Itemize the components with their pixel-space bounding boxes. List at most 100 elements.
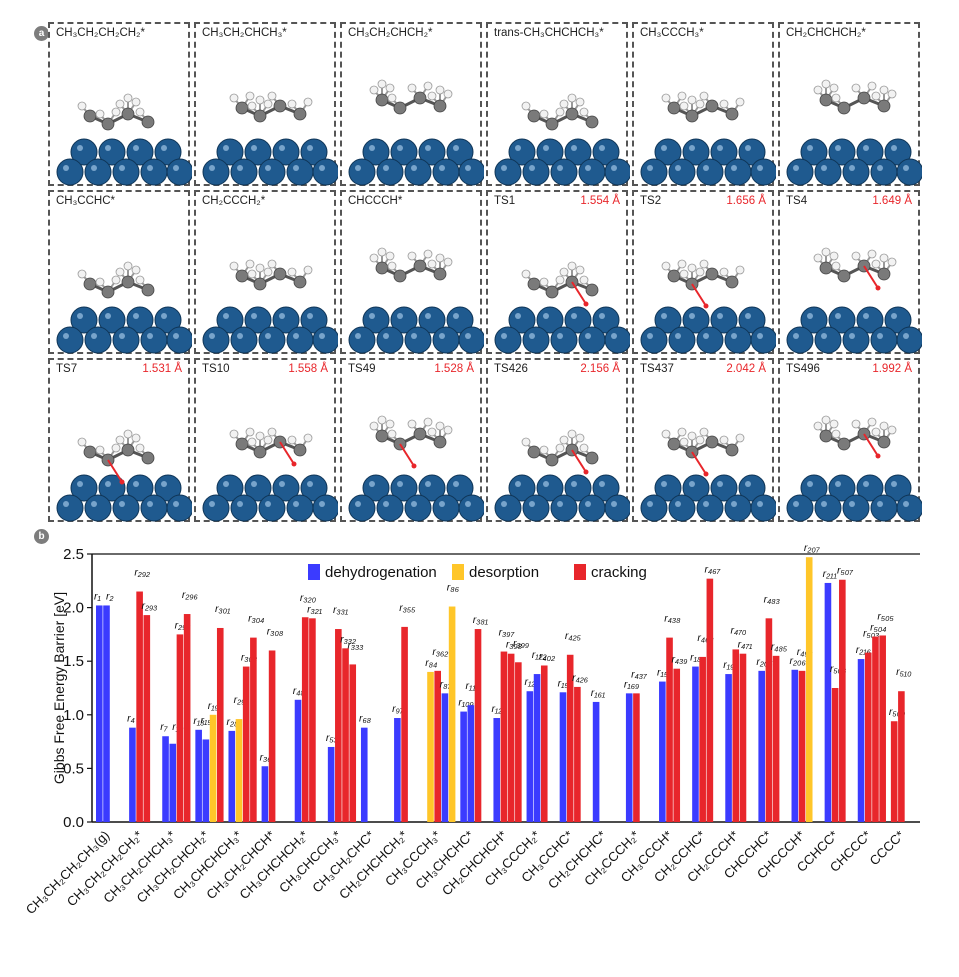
c-atom [857,91,871,105]
c-atom [273,99,287,113]
structure-label: CH₃CH₂CHCH₃* [202,27,287,39]
bar-cracking [268,650,276,822]
pt-atom-highlight [689,313,695,319]
c-atom [725,443,739,457]
reaction-label: r₁₆₁ [591,687,606,699]
bar-cracking [349,664,357,822]
pt-atom [362,306,390,334]
pt-atom [896,158,922,186]
pt-atom [154,306,182,334]
h-atom [123,261,133,271]
h-atom [695,435,705,445]
pt-atom-highlight [585,333,591,339]
pt-atom-highlight [411,501,417,507]
bar-cracking [872,636,879,822]
structure-cell: TS496 1.992 Å [778,358,922,522]
bar-dehydrogenation [692,666,699,822]
pt-atom [640,158,668,186]
pt-atom-highlight [411,333,417,339]
bond-distance-arrow [691,283,707,307]
pt-atom-highlight [863,145,869,151]
pt-atom [56,326,84,354]
pt-atom [578,158,606,186]
pt-atom [696,326,724,354]
structure-label: CH₂CHCHCH₂* [786,27,866,39]
h-atom [539,445,549,455]
reaction-label: r₃₆₂ [432,646,448,658]
bond-distance-label: 2.042 Å [726,363,766,375]
h-atom [679,101,689,111]
c-atom [121,107,135,121]
pt-atom-highlight [849,333,855,339]
c-atom [83,277,97,291]
bond-distance-label: 1.554 Å [580,195,620,207]
h-atom [369,421,379,431]
pt-atom-highlight [863,481,869,487]
reaction-label: r₃₂₀ [300,592,317,604]
h-atom [245,259,255,269]
pt-atom [166,158,192,186]
pt-atom [202,494,230,522]
pt-atom-highlight [557,501,563,507]
pt-atom [70,138,98,166]
pt-atom [272,138,300,166]
structure-label: TS49 [348,363,376,375]
pt-atom [786,326,814,354]
c-atom [527,277,541,291]
pt-atom-highlight [835,313,841,319]
bar-cracking [301,617,309,822]
h-atom [677,427,687,437]
pt-atom [112,494,140,522]
pt-atom-highlight [161,145,167,151]
pt-atom [244,306,272,334]
bar-cracking [739,653,747,822]
pt-atom [126,474,154,502]
pt-atom [70,474,98,502]
pt-atom-highlight [877,333,883,339]
bar-cracking [673,668,681,822]
pt-atom [696,494,724,522]
pt-atom-highlight [891,313,897,319]
pt-atom-highlight [835,145,841,151]
h-atom [687,95,697,105]
c-atom [819,93,833,107]
bar-cracking [732,649,740,822]
reaction-label: r₃₃₃ [347,639,363,651]
structure-cell: TS10 1.558 Å [194,358,338,522]
pt-atom [856,306,884,334]
pt-atom [536,474,564,502]
pt-atom [98,306,126,334]
pt-atom-highlight [661,481,667,487]
pt-atom-highlight [585,165,591,171]
reaction-label: r₅₀₄ [870,622,886,634]
bond-distance-label: 1.531 Å [142,363,182,375]
c-atom [235,269,249,283]
pt-atom [856,474,884,502]
pt-atom-highlight [807,313,813,319]
h-atom [831,429,841,439]
pt-atom [550,326,578,354]
bar-cracking [242,666,250,822]
bar-cracking [765,618,773,822]
pt-atom [696,158,724,186]
molecule-model [348,415,484,522]
pt-atom [604,326,630,354]
pt-atom-highlight [105,481,111,487]
pt-atom-highlight [821,501,827,507]
pt-atom [286,494,314,522]
pt-atom-highlight [293,501,299,507]
bar-dehydrogenation [725,674,732,822]
pt-atom-highlight [717,481,723,487]
pt-atom-highlight [77,313,83,319]
pt-atom-highlight [903,165,909,171]
c-atom [545,285,559,299]
h-atom [263,267,273,277]
bar-dehydrogenation [659,681,666,822]
h-atom [287,99,297,109]
pt-atom [84,326,112,354]
pt-atom [724,326,752,354]
arrow-head [119,479,125,485]
pt-atom-highlight [355,333,361,339]
pt-atom [300,474,328,502]
c-atom [101,285,115,299]
